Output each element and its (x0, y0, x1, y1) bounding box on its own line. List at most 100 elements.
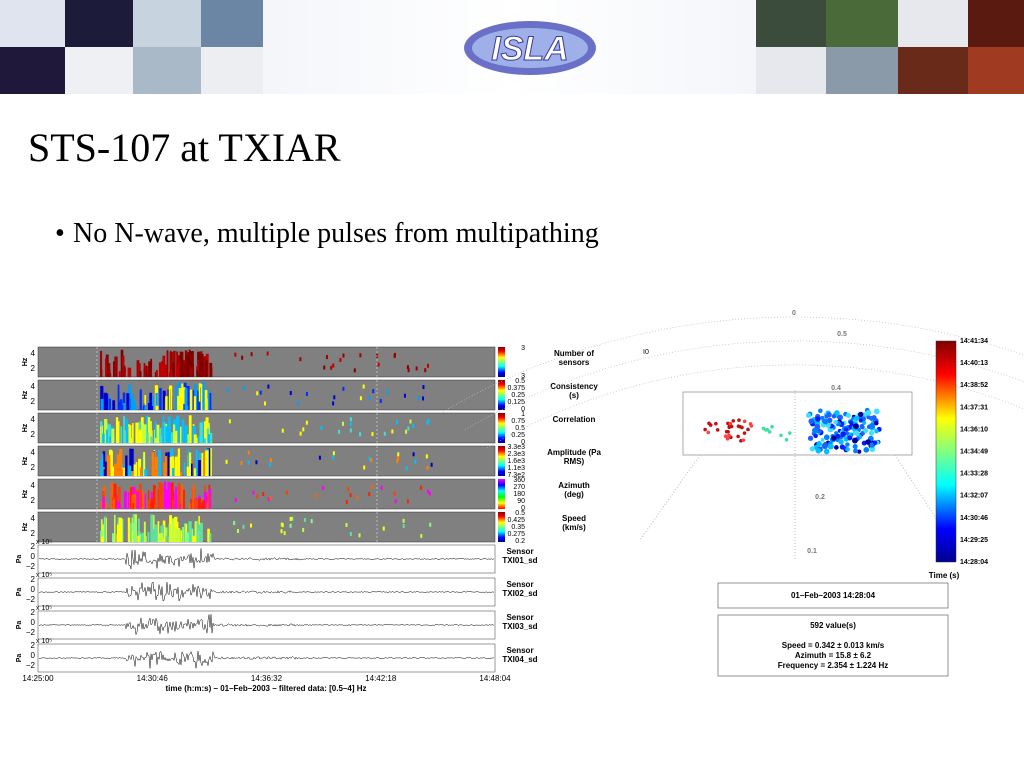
spectrogram-cell (180, 530, 183, 542)
spectrogram-cell (154, 437, 158, 443)
spectrogram-cell (405, 466, 408, 471)
banner-tile (201, 47, 263, 94)
spectrogram-cell (138, 458, 142, 476)
axis-label: Hz (22, 390, 29, 399)
spectrogram-cell (116, 524, 120, 542)
spectrogram-cell (289, 523, 292, 528)
y-tick-label: 2 (31, 529, 36, 538)
spectrogram-cell (132, 494, 137, 509)
scatter-point (837, 414, 844, 421)
scatter-point (827, 443, 834, 450)
colorbar-label: 0 (521, 505, 525, 512)
spectrogram-cell (195, 449, 198, 476)
spectrogram-cell (197, 498, 202, 509)
spectrogram-cell (179, 426, 183, 443)
spectrogram-cell (144, 395, 147, 410)
colorbar-label: 360 (513, 477, 525, 484)
scatter-point (729, 424, 734, 429)
y-tick-label: 2 (31, 641, 36, 650)
y-tick-label: 0 (31, 552, 36, 561)
scatter-point (703, 427, 707, 432)
scatter-point (807, 435, 814, 441)
spectrogram-cell (289, 516, 292, 521)
spectrogram-cell (297, 401, 300, 406)
spectrogram-cell (141, 532, 145, 542)
summary-line: Frequency = 2.354 ± 1.224 Hz (778, 661, 888, 670)
colorbar (498, 413, 505, 443)
spectrogram-cell (228, 419, 231, 424)
spectrogram-cell (158, 427, 162, 443)
spectrogram-cell (322, 485, 325, 490)
spectrogram-cell (341, 421, 344, 426)
spectrogram-cell (127, 367, 131, 377)
spectrogram-cell (250, 352, 253, 357)
spectrogram-cell (175, 385, 178, 410)
spectrogram-cell (291, 516, 294, 521)
spectrogram-cell (175, 529, 179, 542)
colorbar (498, 479, 505, 509)
spectrogram-cell (155, 370, 158, 377)
spectrogram-cell (193, 434, 197, 443)
spectrogram-cell (150, 514, 154, 542)
spectrogram-cell (127, 517, 131, 542)
scatter-point (838, 439, 844, 445)
spectrogram-cell (196, 390, 199, 410)
spectrogram-cell (108, 449, 113, 476)
scatter-point (823, 434, 830, 441)
spectrogram-cell (267, 497, 270, 502)
spectrogram-cell (162, 390, 165, 410)
spectrogram-cell (108, 370, 111, 377)
axis-label: Pa (16, 588, 23, 597)
polar-spoke (639, 454, 701, 541)
spectrogram-cell (151, 405, 153, 410)
spectrogram-cell (132, 399, 136, 410)
waveform (38, 581, 495, 602)
spectrogram-cell (264, 401, 267, 406)
colorbar-label: 14:30:46 (960, 515, 988, 522)
spectrogram-cell (192, 535, 196, 542)
spectrogram-cell (204, 389, 208, 410)
spectrogram-cell (108, 363, 111, 377)
spectrogram-cell (110, 482, 114, 509)
spectrogram-cell (131, 532, 134, 542)
spectrogram-cell (426, 420, 429, 425)
spectrogram-cell (187, 449, 190, 476)
spectrogram-cell (170, 432, 175, 443)
banner-tile (133, 47, 201, 94)
scatter-point (858, 418, 863, 423)
spectrogram-cell (114, 356, 118, 377)
scatter-point (839, 444, 846, 450)
y-tick-label: 4 (31, 448, 36, 457)
axis-label: Hz (22, 522, 29, 531)
spectrogram-cell (281, 523, 284, 528)
spectrogram-cell (247, 460, 250, 465)
spectrogram-cell (269, 462, 272, 467)
scatter-point (853, 448, 859, 454)
y-tick-label: 0 (31, 585, 36, 594)
colorbar-label: 14:29:25 (960, 537, 988, 544)
banner-tile (756, 47, 826, 94)
spectrogram-cell (147, 490, 150, 509)
axis-label: Hz (22, 489, 29, 498)
spectrogram-cell (368, 396, 371, 401)
spectrogram-cell (106, 393, 109, 410)
scatter-point (816, 428, 822, 434)
scatter-point (820, 437, 825, 443)
scatter-point (865, 409, 872, 416)
spectrogram-cell (118, 451, 122, 476)
spectrogram-cell (200, 502, 204, 509)
spectrogram-cell (188, 521, 192, 542)
logo-shape (472, 28, 588, 68)
spectrogram-cell (198, 353, 202, 377)
spectrogram-cell (168, 524, 172, 542)
spectrogram-cell (353, 368, 356, 373)
spectrogram-cell (339, 357, 342, 362)
spectrogram-cell (143, 452, 146, 476)
spectrogram-cell (147, 532, 150, 542)
spectrogram-cell (181, 484, 184, 509)
spectrogram-cell (395, 420, 398, 425)
scatter-point (746, 427, 750, 432)
spectrogram-cell (159, 533, 164, 542)
scale-label: x 10⁵ (36, 638, 52, 645)
spectrogram-cell (302, 427, 305, 432)
